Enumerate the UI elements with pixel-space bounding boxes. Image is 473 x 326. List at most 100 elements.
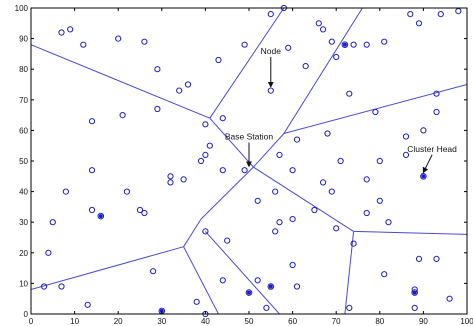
node-point xyxy=(311,206,318,214)
node-point xyxy=(433,90,440,97)
x-tick-label: 70 xyxy=(332,317,341,326)
y-tick-label: 90 xyxy=(19,35,28,44)
voronoi-edge xyxy=(205,231,280,314)
x-tick-label: 90 xyxy=(419,317,428,326)
x-tick-label: 30 xyxy=(157,317,166,326)
node-point xyxy=(49,219,56,226)
x-tick-label: 100 xyxy=(460,317,473,326)
voronoi-edge xyxy=(344,231,355,314)
y-tick-label: 10 xyxy=(19,279,28,288)
cluster-head-dot xyxy=(412,290,417,295)
base-station-marker xyxy=(241,167,248,174)
cluster-head-ring xyxy=(267,283,275,290)
node-point xyxy=(363,209,370,217)
node-point xyxy=(88,167,96,174)
annotations: Node Base Station Cluster Head xyxy=(225,46,457,174)
node-point xyxy=(289,216,296,223)
node-point xyxy=(289,261,296,269)
annotation-label: Node xyxy=(261,46,282,56)
node-point xyxy=(136,206,144,214)
cluster-head-point xyxy=(245,289,253,296)
node-point xyxy=(254,277,261,284)
y-tick-label: 20 xyxy=(19,249,28,258)
voronoi-edge xyxy=(209,8,285,119)
voronoi-edge xyxy=(283,8,363,134)
node-point xyxy=(241,41,248,48)
node-point xyxy=(267,11,274,18)
node-point xyxy=(289,167,296,174)
node-point xyxy=(276,151,283,158)
voronoi-edge xyxy=(253,133,285,168)
node-point xyxy=(193,298,200,305)
cluster-head-dot xyxy=(268,284,273,289)
y-tick-label: 0 xyxy=(24,310,29,319)
node-point xyxy=(176,87,183,94)
node-point xyxy=(202,228,209,235)
cluster-head-ring xyxy=(97,212,105,220)
cluster-head-point xyxy=(420,173,427,180)
cluster-head-point xyxy=(267,283,275,290)
node-point xyxy=(202,121,209,128)
node-point xyxy=(219,167,226,174)
cluster-head-point xyxy=(341,41,349,49)
cluster-head-point xyxy=(97,212,105,220)
node-point xyxy=(272,228,279,235)
y-axis: 0 10 20 30 40 50 60 70 80 90 100 xyxy=(15,4,467,319)
node-point xyxy=(167,173,174,180)
node-point xyxy=(184,81,192,88)
node-point xyxy=(385,219,392,226)
x-tick-label: 80 xyxy=(375,317,384,326)
node-point xyxy=(58,283,65,290)
node-point xyxy=(320,179,327,186)
y-tick-label: 60 xyxy=(19,126,28,135)
annotation-arrow xyxy=(422,154,433,174)
node-point xyxy=(433,255,440,262)
node-point xyxy=(363,176,370,183)
x-tick-label: 10 xyxy=(70,317,79,326)
node-point xyxy=(320,26,327,33)
node-point xyxy=(315,20,322,27)
node-point xyxy=(180,176,187,183)
voronoi-edge xyxy=(183,218,202,247)
node-point xyxy=(407,11,414,18)
node-point xyxy=(254,197,261,204)
node-point xyxy=(67,26,74,33)
node-point xyxy=(346,90,353,97)
node-point xyxy=(154,66,161,73)
node-point xyxy=(263,304,270,311)
cluster-heads xyxy=(97,41,427,315)
cluster-head-ring xyxy=(420,173,427,180)
node-point xyxy=(141,38,148,45)
voronoi-edge xyxy=(253,166,354,232)
node-point xyxy=(215,56,222,64)
node-point xyxy=(324,130,331,137)
node-point xyxy=(363,41,370,48)
node-point xyxy=(141,209,148,217)
node-point xyxy=(372,108,379,116)
y-tick-label: 100 xyxy=(15,4,29,13)
y-tick-label: 30 xyxy=(19,218,28,227)
node-point xyxy=(272,188,279,195)
node-point xyxy=(402,133,410,140)
node-point xyxy=(381,38,388,45)
node-point xyxy=(411,304,418,311)
node-point xyxy=(219,115,226,122)
node-point xyxy=(402,151,410,158)
cluster-head-dot xyxy=(98,214,103,219)
cluster-head-dot xyxy=(342,42,347,47)
node-point xyxy=(197,157,205,165)
annotation-label: Cluster Head xyxy=(407,144,457,154)
node-point xyxy=(88,118,96,125)
cluster-head-dot xyxy=(421,174,426,179)
node-point xyxy=(202,151,209,158)
voronoi-edge xyxy=(31,44,210,119)
node-point xyxy=(219,277,226,284)
node-point xyxy=(154,105,161,113)
node-point xyxy=(433,108,440,116)
y-tick-label: 70 xyxy=(19,96,28,105)
node-point xyxy=(206,142,213,149)
node-point xyxy=(346,304,353,311)
node-point xyxy=(293,283,301,290)
